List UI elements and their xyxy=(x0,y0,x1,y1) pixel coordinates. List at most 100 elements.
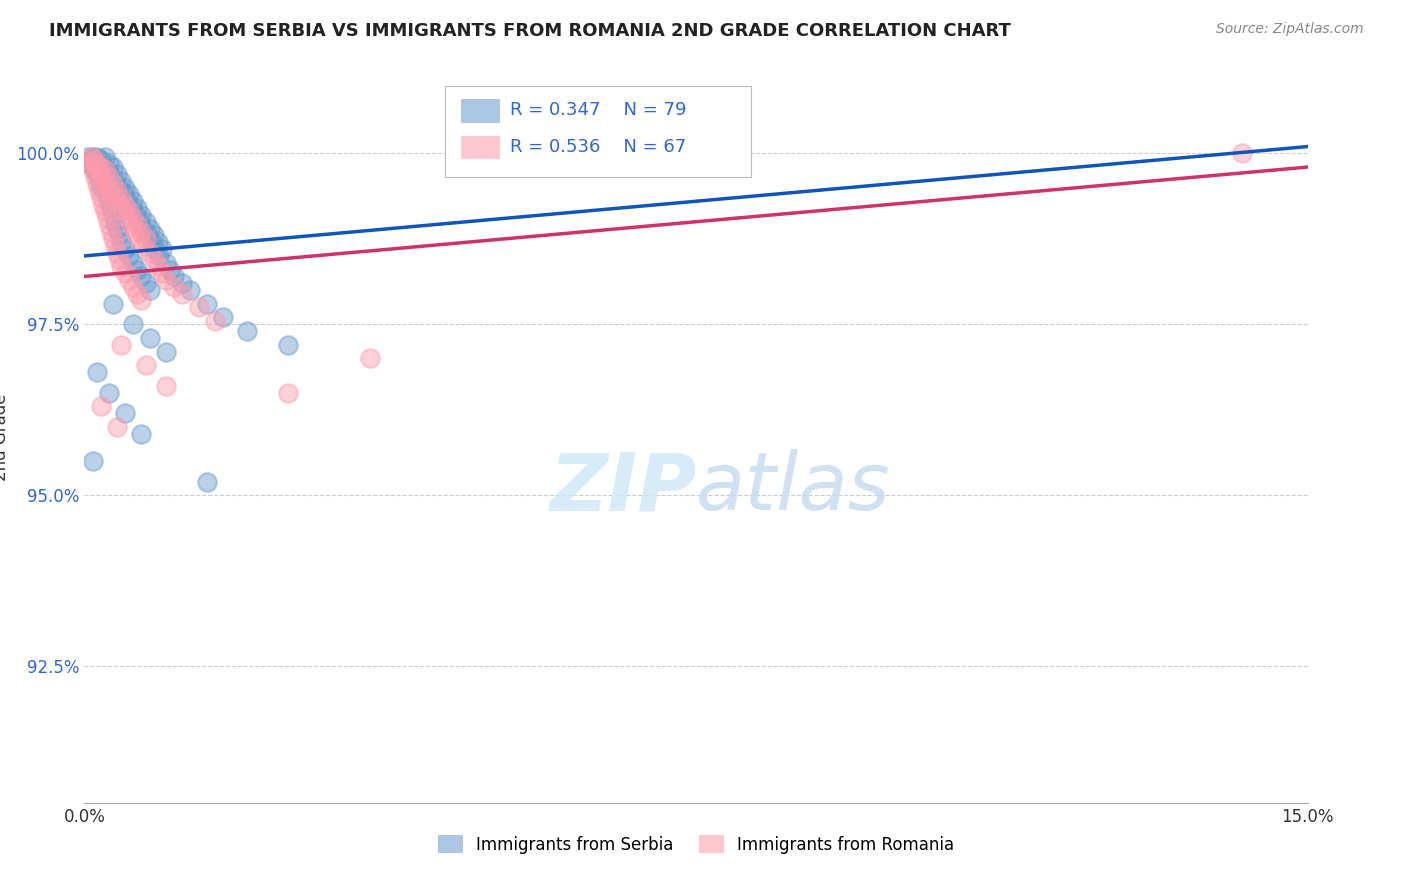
Point xyxy=(111,204,134,219)
Point xyxy=(135,359,157,373)
Point xyxy=(131,426,153,441)
Point xyxy=(101,160,124,174)
Point xyxy=(82,163,104,178)
Point xyxy=(108,252,131,267)
Point xyxy=(101,232,124,246)
Point xyxy=(195,297,218,311)
Point xyxy=(93,163,115,178)
Point xyxy=(104,238,127,252)
Point xyxy=(105,184,128,198)
Point xyxy=(159,262,181,277)
Point xyxy=(83,153,105,168)
Point xyxy=(150,266,173,280)
Point xyxy=(135,215,157,229)
Point xyxy=(110,174,132,188)
Point xyxy=(163,269,186,284)
Point xyxy=(195,475,218,489)
Point xyxy=(187,300,209,314)
Point xyxy=(114,197,136,211)
Point xyxy=(101,177,124,191)
Legend: Immigrants from Serbia, Immigrants from Romania: Immigrants from Serbia, Immigrants from … xyxy=(432,829,960,860)
Point xyxy=(86,167,108,181)
Point xyxy=(135,277,157,291)
Point xyxy=(93,177,115,191)
Point xyxy=(236,324,259,338)
Point xyxy=(124,225,146,239)
Point xyxy=(155,379,177,393)
Point xyxy=(101,297,124,311)
Point xyxy=(103,191,125,205)
Point xyxy=(179,283,201,297)
Text: atlas: atlas xyxy=(696,450,891,527)
Point xyxy=(110,259,132,273)
Point xyxy=(82,454,104,468)
Point xyxy=(86,365,108,379)
Point xyxy=(107,197,129,211)
Point xyxy=(148,249,170,263)
Point xyxy=(115,194,138,209)
Point xyxy=(114,406,136,420)
Point xyxy=(105,167,128,181)
Point xyxy=(110,235,132,250)
Point xyxy=(142,252,165,267)
Point xyxy=(146,235,169,250)
Point xyxy=(93,204,115,219)
Point xyxy=(84,170,107,185)
Point xyxy=(100,225,122,239)
Point xyxy=(86,177,108,191)
Point xyxy=(138,221,160,235)
Point xyxy=(87,163,110,178)
Point xyxy=(96,211,118,226)
Point xyxy=(96,163,118,178)
Point xyxy=(104,215,127,229)
Point xyxy=(146,259,169,273)
Point xyxy=(97,218,120,232)
Point xyxy=(204,314,226,328)
Point xyxy=(172,277,194,291)
Point xyxy=(122,256,145,270)
Point xyxy=(122,211,145,226)
Point xyxy=(87,156,110,170)
Point xyxy=(100,167,122,181)
Point xyxy=(82,160,104,174)
Point xyxy=(105,245,128,260)
Point xyxy=(122,194,145,209)
Point xyxy=(277,385,299,400)
Point xyxy=(131,293,153,308)
Point xyxy=(1232,146,1254,161)
Point xyxy=(90,160,112,174)
Point xyxy=(96,177,118,191)
Bar xyxy=(461,99,501,122)
Point xyxy=(120,218,142,232)
Point xyxy=(131,225,153,239)
Point xyxy=(138,283,160,297)
Text: IMMIGRANTS FROM SERBIA VS IMMIGRANTS FROM ROMANIA 2ND GRADE CORRELATION CHART: IMMIGRANTS FROM SERBIA VS IMMIGRANTS FRO… xyxy=(49,22,1011,40)
Point xyxy=(142,228,165,243)
Point xyxy=(82,150,104,164)
Point xyxy=(155,256,177,270)
Point xyxy=(101,208,124,222)
Point xyxy=(107,180,129,194)
Point xyxy=(143,242,166,256)
Point xyxy=(90,153,112,168)
Point xyxy=(87,174,110,188)
Point xyxy=(97,170,120,185)
Point xyxy=(118,187,141,202)
Point xyxy=(91,160,114,174)
Point xyxy=(79,156,101,170)
Point xyxy=(97,385,120,400)
Point xyxy=(138,331,160,345)
Point xyxy=(136,228,159,243)
Point xyxy=(84,163,107,178)
Point xyxy=(96,187,118,202)
Point xyxy=(132,238,155,252)
Point xyxy=(163,279,186,293)
Point xyxy=(172,286,194,301)
Point xyxy=(725,146,748,161)
Point xyxy=(141,235,163,250)
Point xyxy=(118,249,141,263)
Point xyxy=(97,156,120,170)
Point xyxy=(127,201,149,215)
Point xyxy=(131,208,153,222)
Point xyxy=(91,197,114,211)
